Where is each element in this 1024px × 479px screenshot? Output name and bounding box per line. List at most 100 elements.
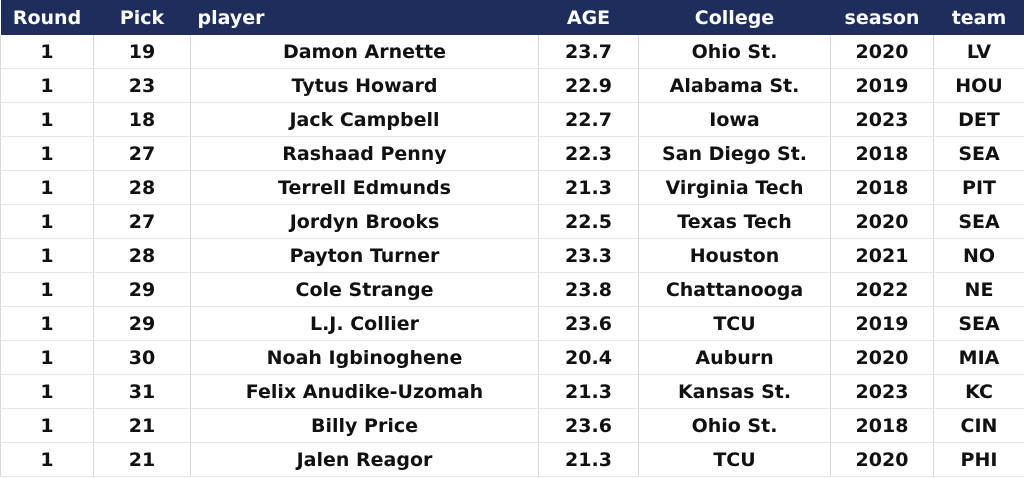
table-row: 1 19 Damon Arnette 23.7 Ohio St. 2020 LV [0,35,1024,69]
column-header: player [190,0,539,35]
table-cell: 23.3 [538,238,639,273]
table-cell: 2018 [830,136,934,171]
table-cell: 2022 [830,272,934,307]
table-cell: Houston [638,238,831,273]
table-cell: 1 [0,238,94,273]
table-cell: Iowa [638,102,831,137]
table-cell: 21.3 [538,442,639,477]
table-cell: 1 [0,35,94,69]
table-cell: 2019 [830,68,934,103]
table-cell: 21 [93,442,191,477]
table-cell: 1 [0,102,94,137]
table-cell: PIT [933,170,1024,205]
table-cell: 22.5 [538,204,639,239]
column-header: season [830,0,934,35]
table-row: 1 28 Terrell Edmunds 21.3 Virginia Tech 2018 P… [0,170,1024,205]
table-cell: 2021 [830,238,934,273]
table-cell: 30 [93,340,191,375]
table-cell: 22.3 [538,136,639,171]
table-cell: 1 [0,408,94,443]
table-cell: 23 [93,68,191,103]
table-cell: Auburn [638,340,831,375]
table-cell: 28 [93,170,191,205]
table-cell: PHI [933,442,1024,477]
table-row: 1 28 Payton Turner 23.3 Houston 2021 NO [0,238,1024,273]
table-cell: CIN [933,408,1024,443]
table-row: 1 27 Rashaad Penny 22.3 San Diego St. 2018 SEA [0,136,1024,171]
table-cell: 18 [93,102,191,137]
table-cell: Virginia Tech [638,170,831,205]
table-cell: 21.3 [538,374,639,409]
table-cell: MIA [933,340,1024,375]
table-cell: 2023 [830,102,934,137]
table-cell: Felix Anudike-Uzomah [190,374,539,409]
table-cell: Jordyn Brooks [190,204,539,239]
table-cell: 2023 [830,374,934,409]
table-row: 1 29 L.J. Collier 23.6 TCU 2019 SEA [0,306,1024,341]
table-cell: SEA [933,306,1024,341]
column-header: AGE [538,0,639,35]
table-cell: 29 [93,272,191,307]
table-cell: Ohio St. [638,35,831,69]
table-cell: Payton Turner [190,238,539,273]
table-cell: 23.6 [538,408,639,443]
table-cell: 2020 [830,204,934,239]
column-header: team [933,0,1024,35]
table-cell: 2018 [830,408,934,443]
table-cell: 23.7 [538,35,639,69]
column-header: Pick [93,0,191,35]
table-cell: Damon Arnette [190,35,539,69]
table-cell: Tytus Howard [190,68,539,103]
table-cell: TCU [638,306,831,341]
table-cell: Ohio St. [638,408,831,443]
table-row: 1 21 Billy Price 23.6 Ohio St. 2018 CIN [0,408,1024,443]
table-cell: LV [933,35,1024,69]
header-row: Round Pick player AGE College season team [0,0,1024,35]
table-row: 1 18 Jack Campbell 22.7 Iowa 2023 DET [0,102,1024,137]
table-cell: 1 [0,68,94,103]
table-row: 1 29 Cole Strange 23.8 Chattanooga 2022 NE [0,272,1024,307]
table-cell: TCU [638,442,831,477]
table-cell: 1 [0,272,94,307]
table-cell: 22.7 [538,102,639,137]
table-cell: Terrell Edmunds [190,170,539,205]
table-cell: NE [933,272,1024,307]
table-cell: 2020 [830,442,934,477]
table-cell: KC [933,374,1024,409]
table-cell: Noah Igbinoghene [190,340,539,375]
table-cell: 2020 [830,340,934,375]
table-row: 1 31 Felix Anudike-Uzomah 21.3 Kansas St. 202… [0,374,1024,409]
table-row: 1 30 Noah Igbinoghene 20.4 Auburn 2020 MIA [0,340,1024,375]
table-cell: 28 [93,238,191,273]
table-cell: 20.4 [538,340,639,375]
table-cell: Jalen Reagor [190,442,539,477]
table-cell: SEA [933,204,1024,239]
table-cell: Jack Campbell [190,102,539,137]
table-row: 1 27 Jordyn Brooks 22.5 Texas Tech 2020 SEA [0,204,1024,239]
table-cell: 1 [0,136,94,171]
table-cell: 1 [0,170,94,205]
table-cell: Chattanooga [638,272,831,307]
table-cell: 23.6 [538,306,639,341]
table-cell: 27 [93,204,191,239]
table-cell: 2020 [830,35,934,69]
table-row: 1 21 Jalen Reagor 21.3 TCU 2020 PHI [0,442,1024,477]
table-cell: 27 [93,136,191,171]
table-cell: 2018 [830,170,934,205]
table-cell: 1 [0,306,94,341]
table-cell: San Diego St. [638,136,831,171]
column-header: College [638,0,831,35]
table-cell: Rashaad Penny [190,136,539,171]
table-cell: Cole Strange [190,272,539,307]
table-cell: Texas Tech [638,204,831,239]
table-cell: 1 [0,374,94,409]
table-row: 1 23 Tytus Howard 22.9 Alabama St. 2019 HOU [0,68,1024,103]
table-cell: 23.8 [538,272,639,307]
table-cell: HOU [933,68,1024,103]
table-cell: 21 [93,408,191,443]
table-cell: 2019 [830,306,934,341]
table-cell: Alabama St. [638,68,831,103]
table-cell: DET [933,102,1024,137]
